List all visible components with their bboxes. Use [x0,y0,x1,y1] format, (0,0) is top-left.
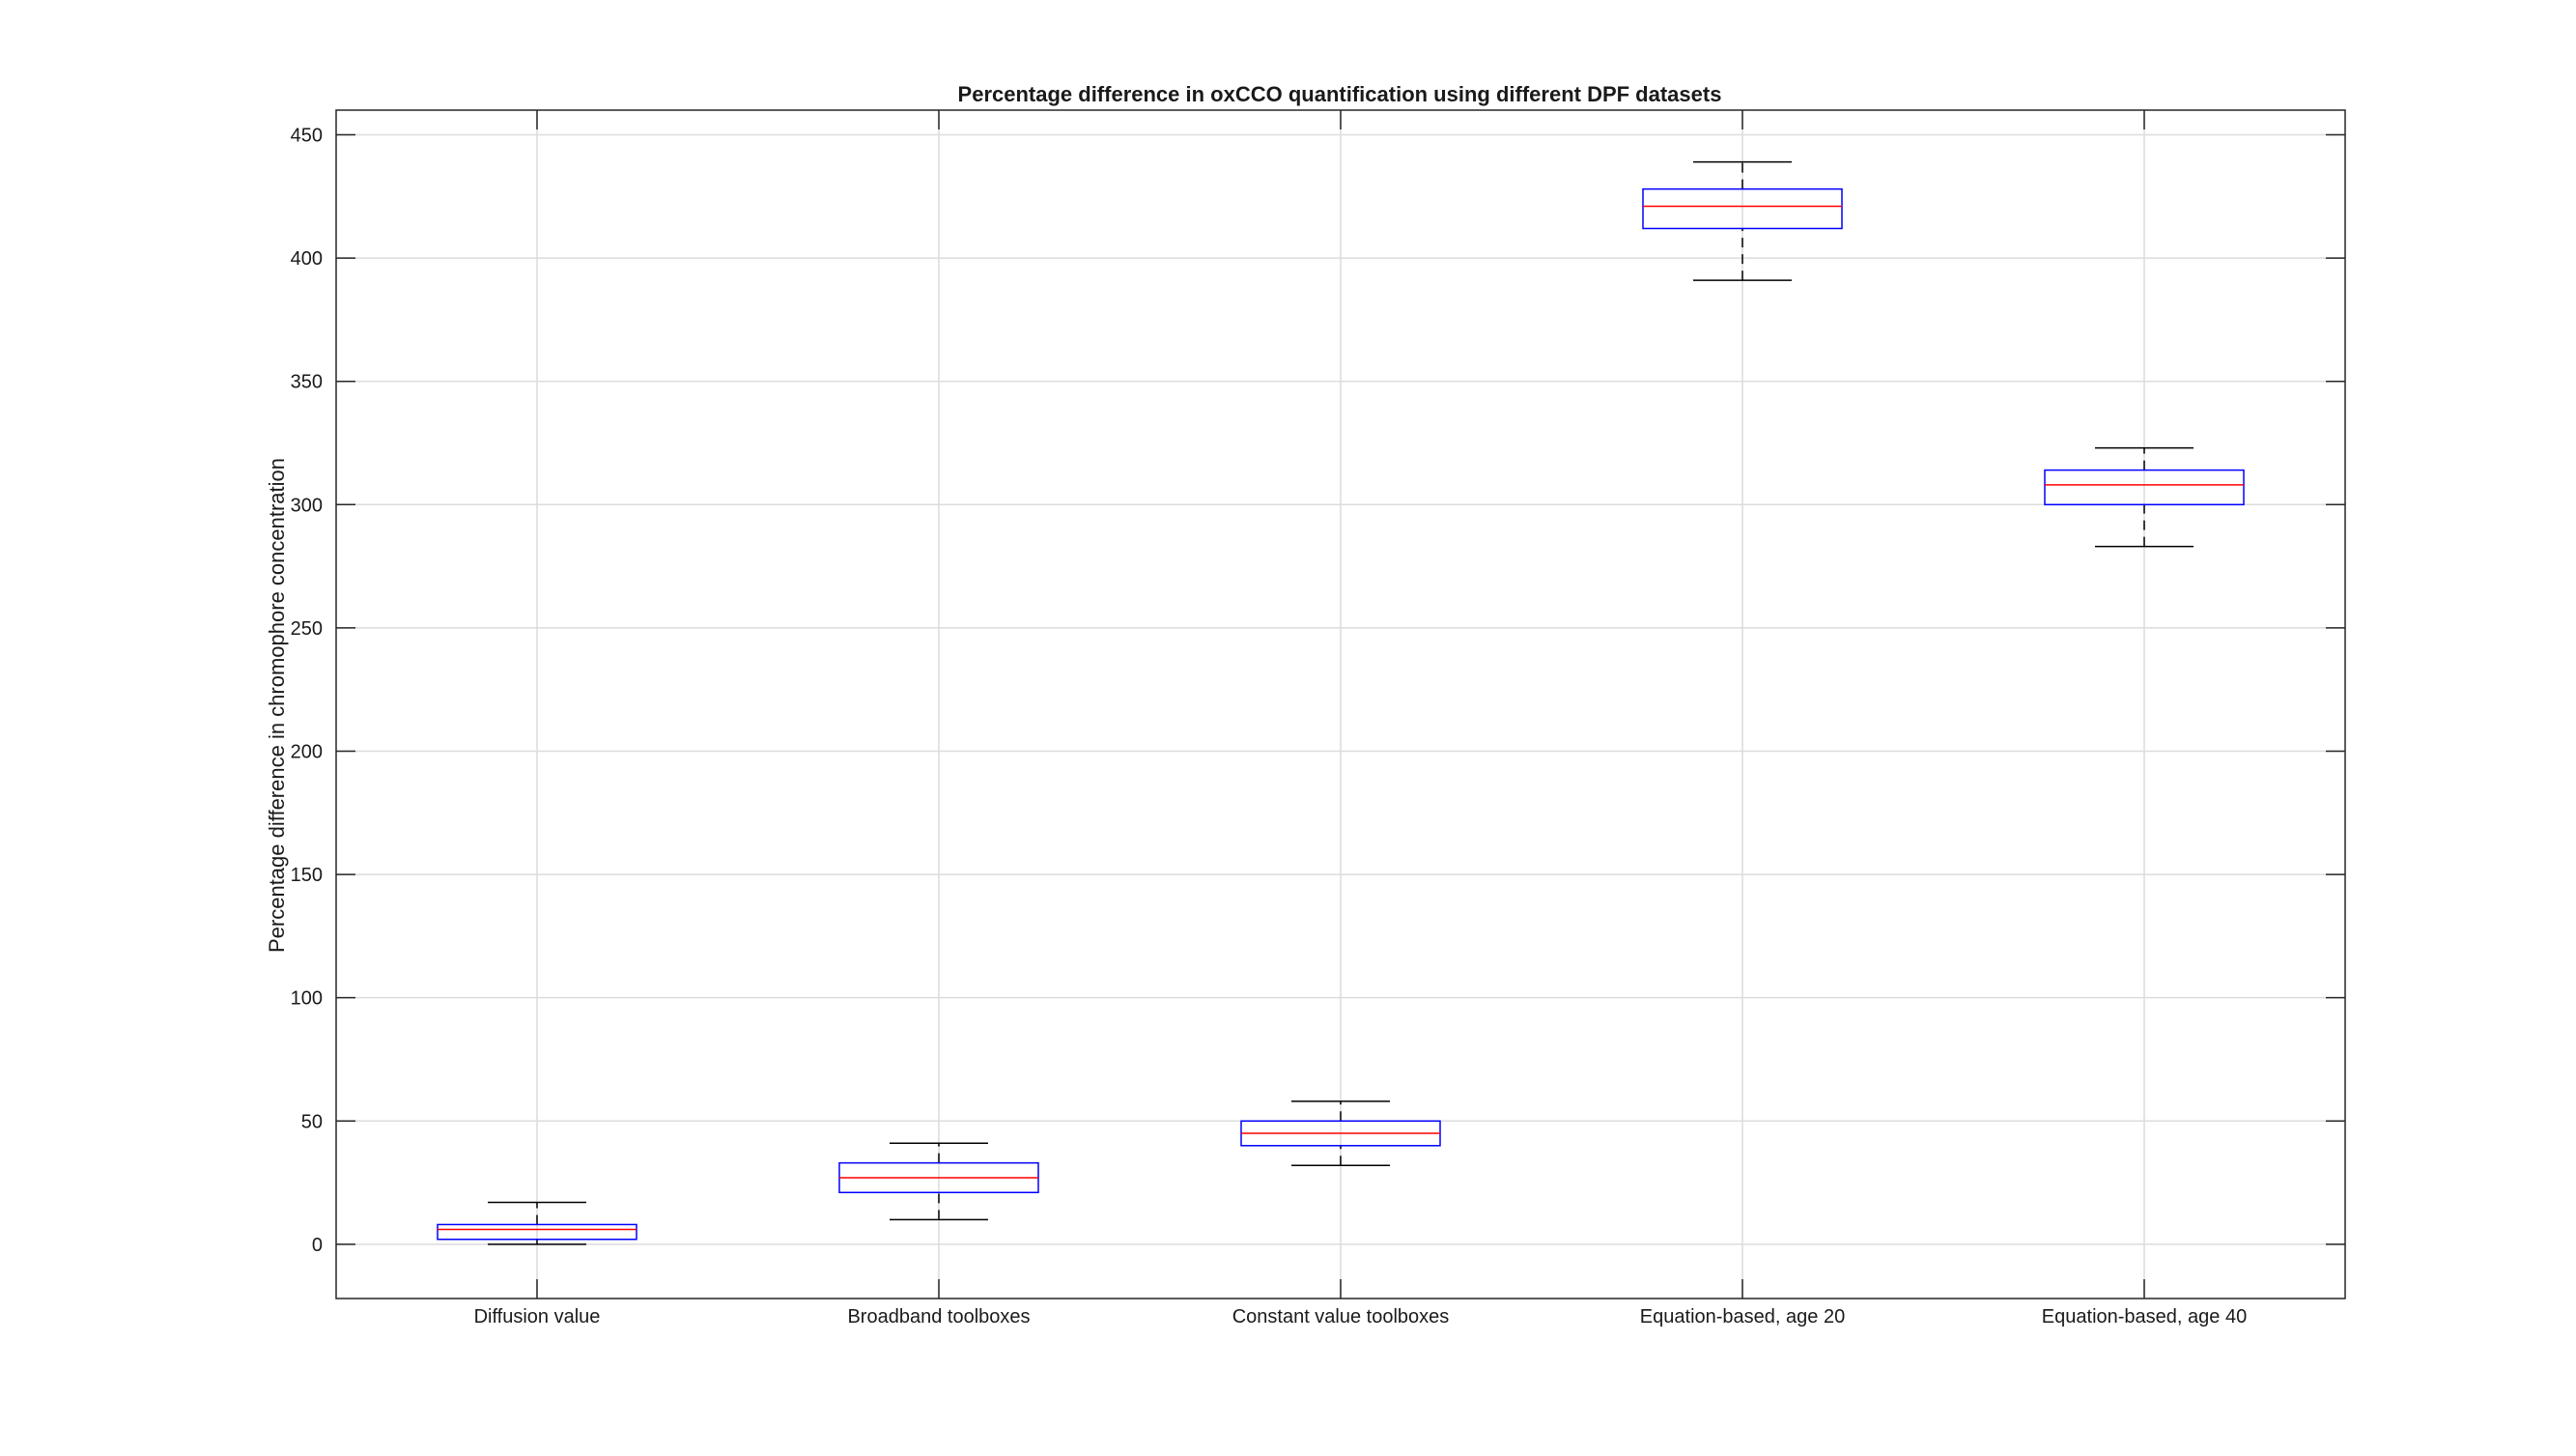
box-plot-group [437,1201,637,1245]
y-tick-label: 200 [291,741,323,762]
axes: 0 50 100 150 200 250 300 350 400 450 Diffusion val… [291,109,2346,1328]
chart-title: Percentage difference in oxCCO quantific… [958,82,1722,106]
x-tick-label: Diffusion value [474,1306,601,1328]
box-plot-group [1642,160,1843,281]
box-plot-group [1240,1100,1441,1166]
y-tick-label: 150 [291,865,323,886]
x-tick-label: Equation-based, age 20 [1640,1306,1845,1328]
y-tick-label: 400 [291,248,323,270]
x-tick-label: Broadband toolboxes [847,1306,1030,1328]
y-tick-label: 100 [291,988,323,1010]
x-tick-label: Equation-based, age 40 [2042,1306,2247,1328]
box-iqr [437,1223,637,1241]
y-tick-label: 300 [291,495,323,516]
y-tick-label: 450 [291,126,323,147]
box-series [437,160,2245,1245]
y-tick-label: 50 [301,1111,323,1132]
box-plot-group [2044,446,2245,548]
y-tick-label: 250 [291,618,323,640]
box-plot-group [838,1142,1039,1221]
box-iqr [1642,187,1843,230]
y-tick-label: 350 [291,372,323,393]
box-iqr [2044,469,2245,506]
y-axis-label: Percentage difference in chromophore con… [265,458,289,953]
y-tick-label: 0 [312,1235,323,1256]
grid-lines [336,110,2345,1299]
x-tick-label: Constant value toolboxes [1232,1306,1450,1328]
